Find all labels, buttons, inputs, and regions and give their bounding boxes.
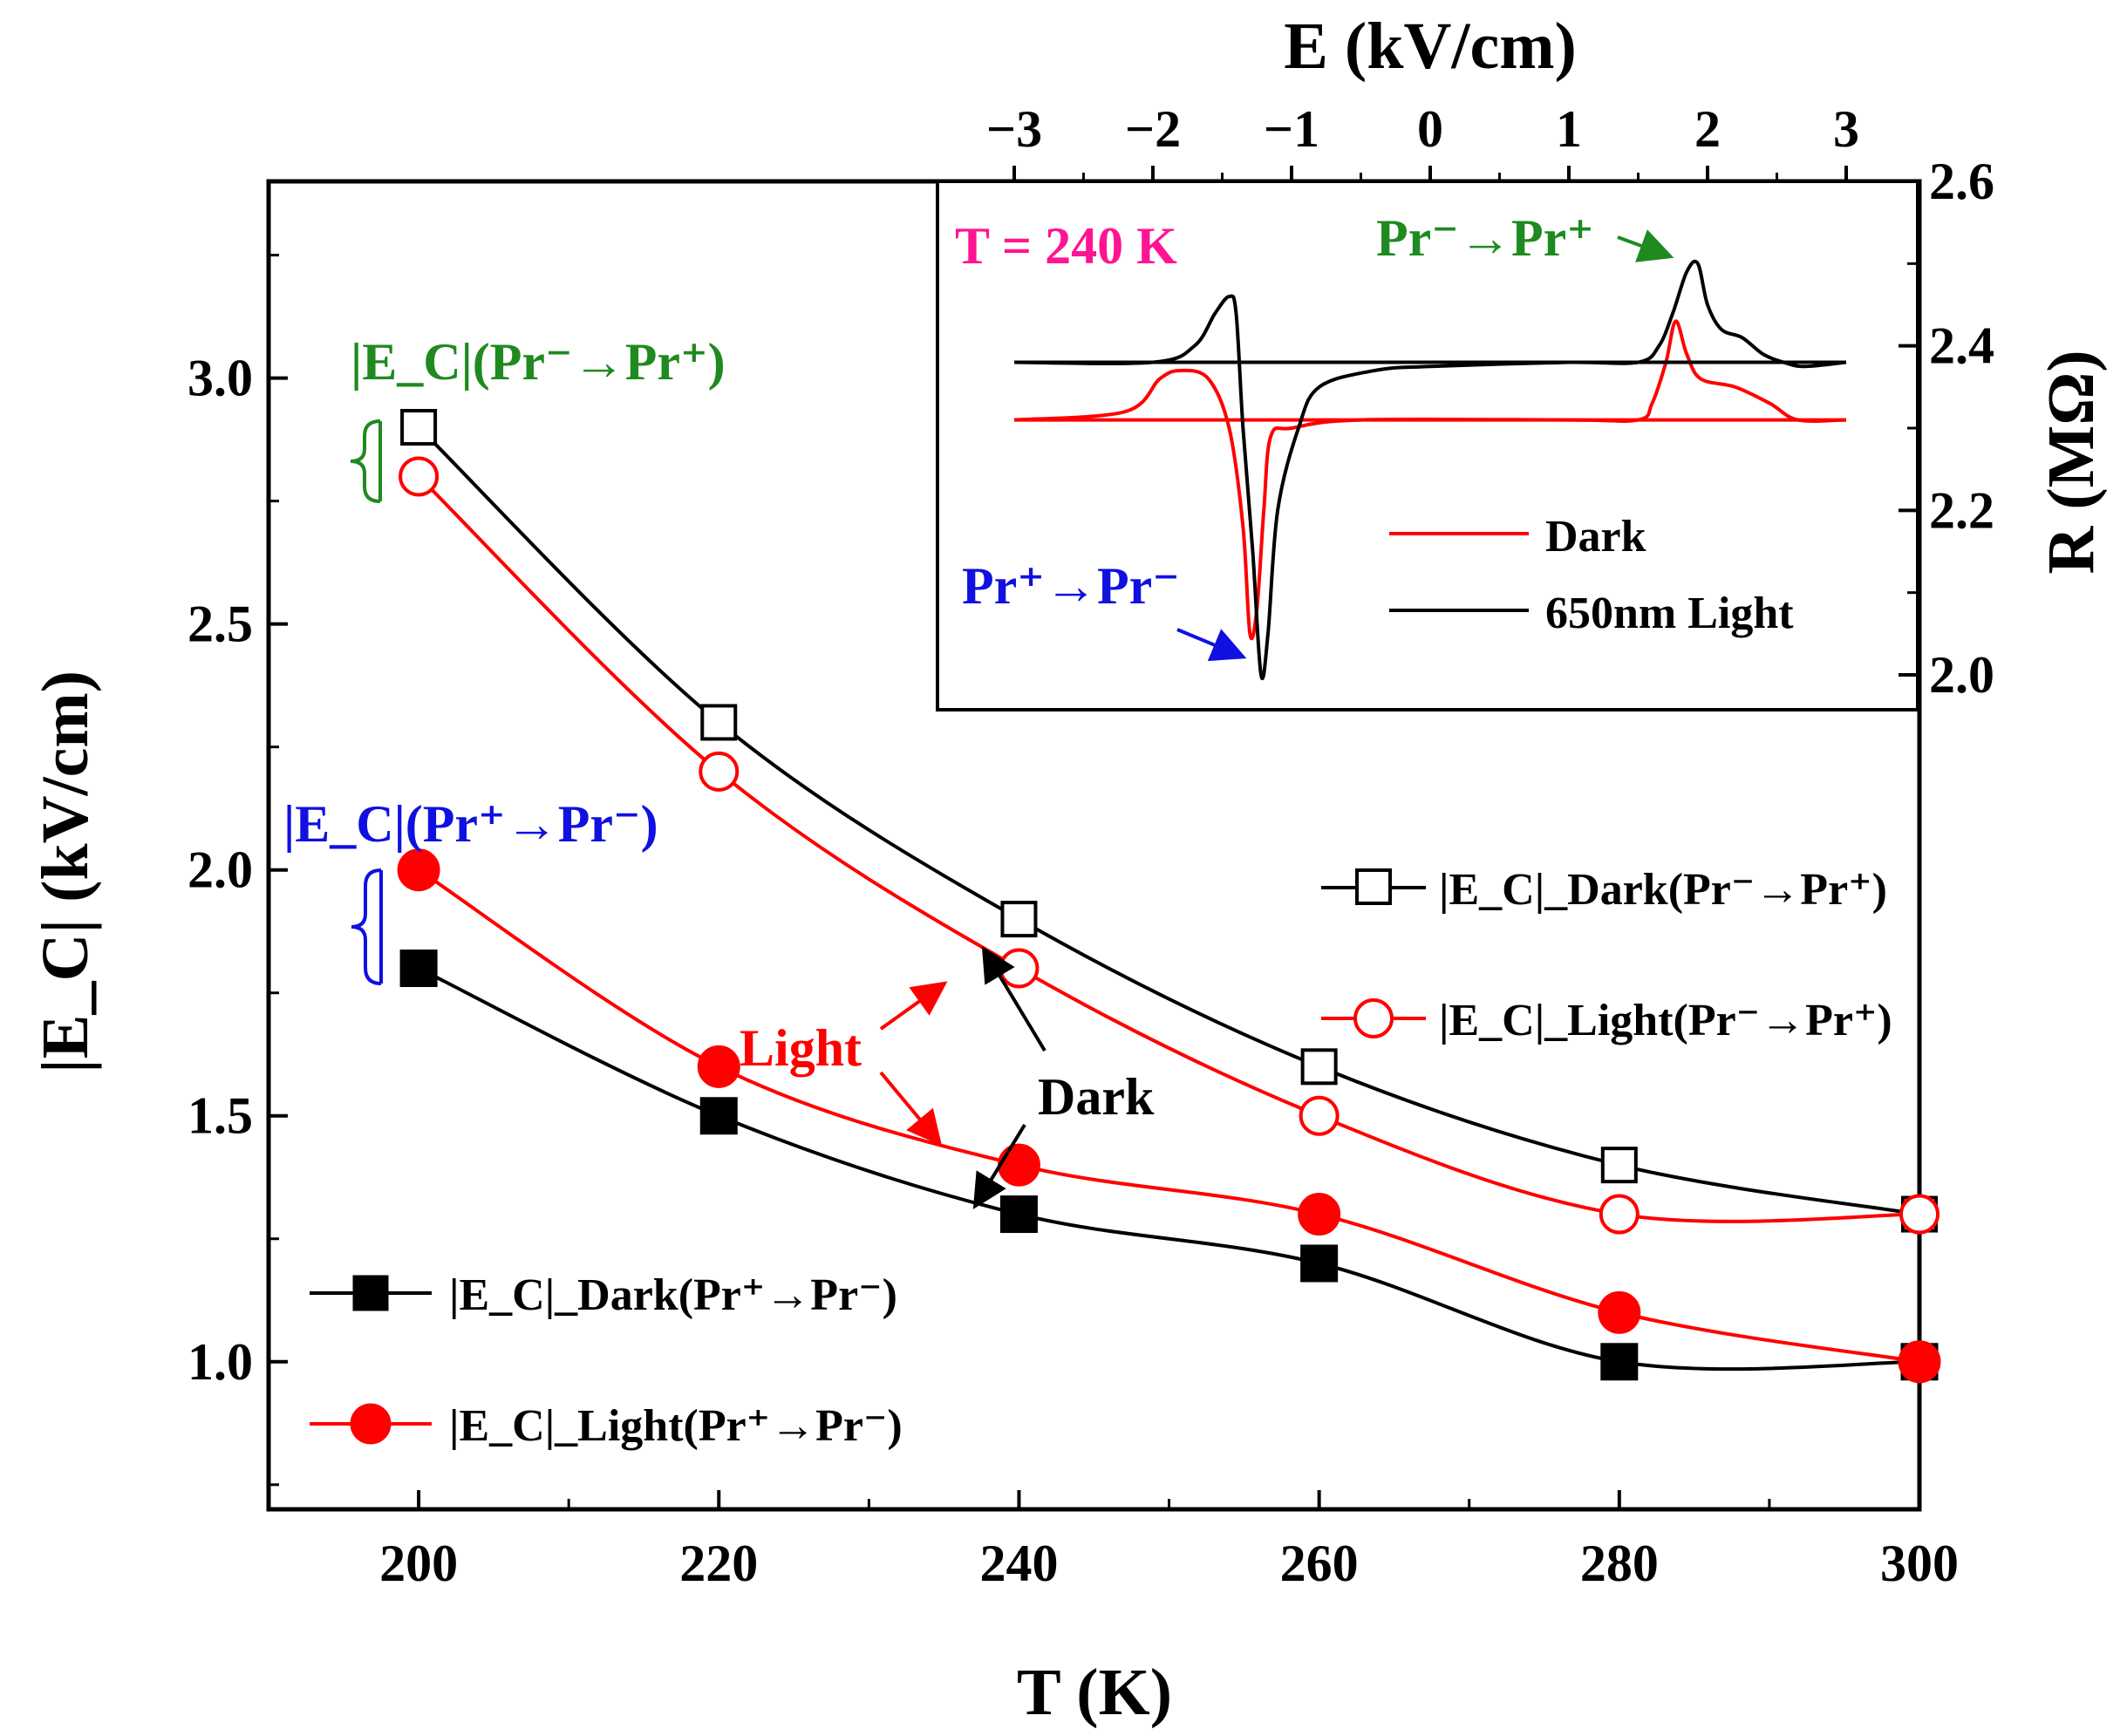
data-point — [1000, 901, 1038, 938]
inset-temperature-label: T = 240 K — [955, 217, 1177, 275]
arrow-dark-to-filled — [972, 1123, 1026, 1209]
inset-y-ticks: 2.0 2.2 2.4 2.6 — [1899, 153, 1994, 704]
data-point — [1299, 1095, 1340, 1136]
inset-arrow-reverse — [1176, 628, 1247, 662]
main-y-tick-label: 1.0 — [187, 1333, 253, 1391]
inset-legend: Dark 650nm Light — [1389, 512, 1794, 638]
data-point — [1899, 1194, 1940, 1235]
data-point — [399, 456, 440, 497]
main-x-tick-label: 280 — [1580, 1535, 1659, 1592]
main-y-tick-label: 2.5 — [187, 596, 253, 653]
legend-label-dark-reverse: |E_C|_Dark(Pr⁺→Pr⁻) — [449, 1270, 897, 1320]
inset-series-line-0 — [1013, 319, 1847, 641]
data-point — [1298, 1193, 1341, 1236]
inset-x-tick-label: −3 — [986, 100, 1042, 158]
data-point — [699, 1097, 738, 1135]
inset-legend-label-light: 650nm Light — [1545, 589, 1794, 638]
inset-x-ticks: −3 −2 −1 0 1 2 3 — [986, 100, 1859, 181]
data-point — [699, 751, 740, 792]
inset-y-tick-label: 2.2 — [1929, 481, 1994, 539]
data-point — [1300, 1244, 1339, 1283]
data-point — [1300, 1048, 1338, 1086]
inset-series-line-1 — [1013, 259, 1847, 681]
data-point — [1598, 1290, 1641, 1334]
main-x-tick-label: 300 — [1880, 1535, 1959, 1592]
inset-y-axis-title: R (MΩ) — [2035, 350, 2108, 574]
data-point — [399, 950, 438, 988]
inset-legend-label-dark: Dark — [1545, 512, 1646, 562]
label-light: Light — [740, 1019, 862, 1077]
data-point — [999, 1195, 1038, 1234]
legend-marker-light-reverse — [350, 1403, 392, 1445]
main-series — [397, 409, 1941, 1384]
series-line-0 — [417, 425, 1920, 1216]
inset-x-tick-label: 3 — [1833, 100, 1859, 158]
main-y-tick-label: 2.0 — [187, 841, 253, 899]
legend-upper: |E_C|_Dark(Pr⁻→Pr⁺) |E_C|_Light(Pr⁻→Pr⁺) — [1321, 865, 1892, 1045]
label-group-bottom: |E_C|(Pr⁺→Pr⁻) — [283, 795, 658, 853]
main-x-tick-label: 240 — [979, 1535, 1058, 1592]
data-point — [400, 409, 438, 446]
legend-label-dark-forward: |E_C|_Dark(Pr⁻→Pr⁺) — [1439, 865, 1887, 915]
inset-x-axis-title: E (kV/cm) — [1284, 10, 1577, 83]
main-y-axis-title: |E_C| (kV/cm) — [29, 671, 102, 1073]
legend-lower: |E_C|_Dark(Pr⁺→Pr⁻) |E_C|_Light(Pr⁺→Pr⁻) — [310, 1270, 903, 1451]
inset-label-forward: Pr⁻→Pr⁺ — [1376, 209, 1594, 267]
main-chart: 200 220 240 260 280 300 1.0 1.5 2.0 2.5 3.0 T (K)… — [29, 179, 1959, 1729]
arrow-light-to-filled — [879, 1071, 943, 1147]
data-point — [997, 1143, 1040, 1187]
arrow-light-to-open — [879, 981, 948, 1031]
legend-marker-light-forward — [1353, 998, 1394, 1038]
label-group-top: |E_C|(Pr⁻→Pr⁺) — [351, 333, 726, 391]
main-x-tick-label: 200 — [379, 1535, 458, 1592]
inset-series — [1013, 259, 1847, 681]
inset-y-tick-label: 2.0 — [1929, 646, 1994, 704]
series-line-3 — [417, 868, 1920, 1364]
legend-label-light-reverse: |E_C|_Light(Pr⁺→Pr⁻) — [449, 1401, 903, 1451]
bracket-top — [350, 419, 382, 503]
arrow-dark-to-open — [981, 946, 1046, 1052]
series-line-2 — [418, 966, 1920, 1372]
inset-y-tick-label: 2.6 — [1929, 153, 1994, 210]
inset-frame — [936, 180, 1919, 711]
data-point — [1599, 1194, 1640, 1235]
inset-x-tick-label: 1 — [1556, 100, 1582, 158]
inset-chart: −3 −2 −1 0 1 2 3 2.0 2.2 2.4 2.6 E (kV/cm) R (MΩ)… — [936, 10, 2108, 711]
legend-label-light-forward: |E_C|_Light(Pr⁻→Pr⁺) — [1439, 996, 1892, 1045]
data-point — [1600, 1147, 1638, 1184]
main-x-ticks: 200 220 240 260 280 300 — [267, 1490, 1959, 1592]
inset-label-reverse: Pr⁺→Pr⁻ — [962, 557, 1180, 615]
series-line-1 — [417, 475, 1920, 1223]
inset-x-tick-label: 2 — [1694, 100, 1721, 158]
data-point — [700, 704, 738, 741]
main-y-ticks: 1.0 1.5 2.0 2.5 3.0 — [187, 254, 288, 1487]
inset-y-tick-label: 2.4 — [1929, 317, 1994, 375]
inset-x-tick-label: −2 — [1125, 100, 1181, 158]
inset-arrow-forward — [1617, 229, 1674, 262]
data-point — [999, 948, 1040, 989]
inset-x-tick-label: 0 — [1417, 100, 1443, 158]
data-point — [1600, 1343, 1639, 1381]
main-y-tick-label: 3.0 — [187, 350, 253, 407]
main-y-tick-label: 1.5 — [187, 1087, 253, 1145]
legend-marker-dark-reverse — [352, 1275, 389, 1311]
main-x-tick-label: 260 — [1280, 1535, 1359, 1592]
label-dark: Dark — [1038, 1068, 1155, 1126]
data-point — [697, 1045, 740, 1088]
data-point — [397, 848, 440, 892]
data-point — [1898, 1340, 1941, 1384]
bracket-bottom — [351, 868, 383, 985]
inset-x-tick-label: −1 — [1264, 100, 1319, 158]
legend-marker-dark-forward — [1355, 868, 1392, 905]
main-x-tick-label: 220 — [679, 1535, 758, 1592]
main-x-axis-title: T (K) — [1017, 1656, 1172, 1729]
